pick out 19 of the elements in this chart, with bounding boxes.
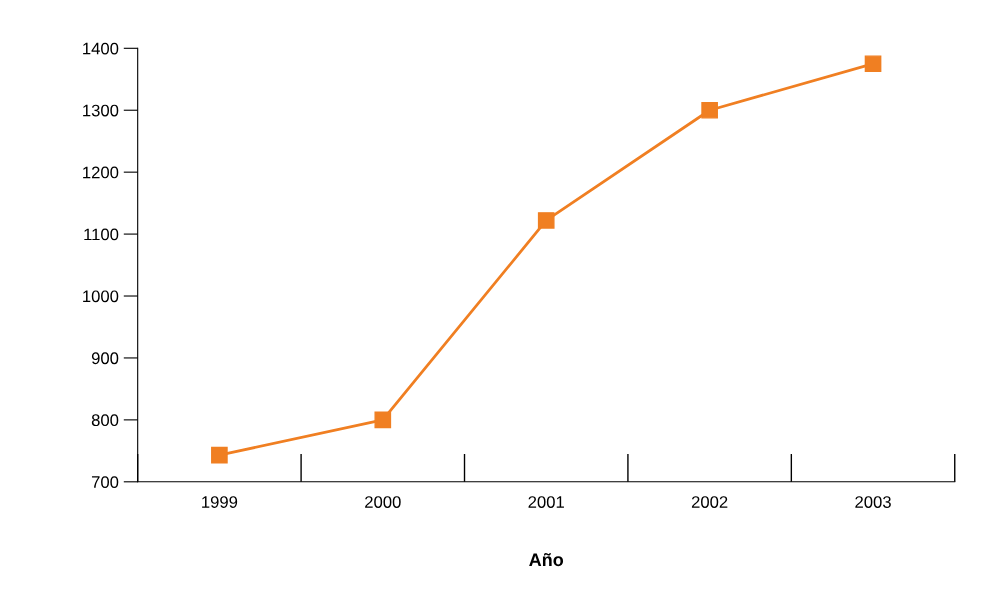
y-tick-label: 1400 bbox=[83, 42, 119, 55]
y-tick-label: 800 bbox=[91, 414, 119, 427]
y-tick-label: 700 bbox=[91, 476, 119, 489]
x-tick-label: 2002 bbox=[691, 496, 728, 508]
x-tick-label: 2003 bbox=[855, 496, 891, 508]
y-tick-label: 1300 bbox=[83, 104, 119, 117]
y-tick-label: 1100 bbox=[84, 228, 119, 241]
y-tick-label: 1200 bbox=[83, 166, 119, 179]
y-tick-label: 1000 bbox=[83, 290, 119, 303]
point bbox=[211, 446, 228, 464]
x-tick-label: 2000 bbox=[365, 496, 401, 508]
point bbox=[864, 55, 882, 73]
point bbox=[537, 212, 555, 229]
point bbox=[374, 411, 392, 429]
y-tick-label: 900 bbox=[91, 352, 119, 365]
x-axis-title: Año bbox=[529, 552, 564, 567]
x-tick-label: 1999 bbox=[202, 496, 238, 508]
point bbox=[701, 101, 718, 119]
x-tick-label: 2001 bbox=[528, 496, 564, 508]
